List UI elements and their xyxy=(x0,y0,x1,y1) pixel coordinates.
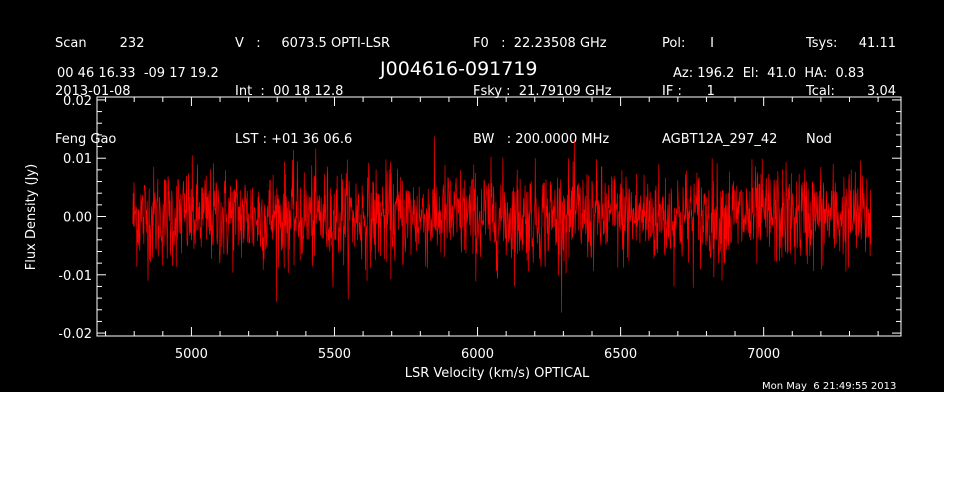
header-col5-values: 41.11 3.04 xyxy=(836,4,896,132)
header-col1: Scan 232 2013-01-08 Feng Gao xyxy=(55,4,144,180)
project-label: AGBT12A_297_42 xyxy=(662,132,778,147)
timestamp-label: Mon May 6 21:49:55 2013 xyxy=(762,381,897,392)
integration-label: Int : 00 18 12.8 xyxy=(235,84,344,99)
scan-label: Scan 232 xyxy=(55,36,145,51)
header-col3: F0 : 22.23508 GHz Fsky : 21.79109 GHz BW… xyxy=(473,4,612,180)
lst-label: LST : +01 36 06.6 xyxy=(235,132,353,147)
fsky-label: Fsky : 21.79109 GHz xyxy=(473,84,612,99)
bandwidth-label: BW : 200.0000 MHz xyxy=(473,132,610,147)
y-tick-label: 0.01 xyxy=(63,152,92,167)
header-col2: V : 6073.5 OPTI-LSR Int : 00 18 12.8 LST… xyxy=(235,4,390,180)
axis-layer: 5000 5500 6000 6500 7000 -0.02 -0.01 0.00 0.01 0.… xyxy=(58,94,902,362)
x-tick-label: 5000 xyxy=(175,347,208,362)
coordinates-label: 00 46 16.33 -09 17 19.2 xyxy=(57,66,219,81)
tsys-value: 41.11 xyxy=(858,36,896,51)
if-label: IF : 1 xyxy=(662,84,715,99)
y-tick-label: 0.02 xyxy=(63,94,92,109)
pol-label: Pol: I xyxy=(662,36,714,51)
data-layer xyxy=(132,136,872,313)
velocity-label: V : 6073.5 OPTI-LSR xyxy=(235,36,391,51)
y-tick-label: -0.01 xyxy=(58,269,92,284)
y-axis-label: Flux Density (Jy) xyxy=(24,164,39,270)
plot-window: Scan 232 2013-01-08 Feng Gao V : 6073.5 … xyxy=(0,0,944,392)
f0-label: F0 : 22.23508 GHz xyxy=(473,36,607,51)
x-tick-label: 7000 xyxy=(747,347,780,362)
az-el-ha-label: Az: 196.2 El: 41.0 HA: 0.83 xyxy=(673,66,865,81)
x-tick-label: 6000 xyxy=(461,347,494,362)
x-axis-label: LSR Velocity (km/s) OPTICAL xyxy=(405,366,590,381)
y-tick-label: -0.02 xyxy=(58,327,92,342)
header-col4: Pol: I IF : 1 AGBT12A_297_42 xyxy=(662,4,777,180)
tsys-label: Tsys: xyxy=(806,36,838,51)
y-tick-label: 0.00 xyxy=(63,211,92,226)
x-tick-label: 6500 xyxy=(604,347,637,362)
source-name: J004616-091719 xyxy=(380,58,538,80)
header-col5: Tsys: Tcal: Nod xyxy=(806,4,837,180)
nod-label: Nod xyxy=(806,132,832,147)
x-tick-label: 5500 xyxy=(318,347,351,362)
tcal-value: 3.04 xyxy=(867,84,896,99)
tcal-label: Tcal: xyxy=(806,84,835,99)
spectrum-chart: 5000 5500 6000 6500 7000 -0.02 -0.01 0.00 0.01 0.… xyxy=(24,94,902,381)
spectrum-line xyxy=(132,136,872,313)
date-label: 2013-01-08 xyxy=(55,84,131,99)
